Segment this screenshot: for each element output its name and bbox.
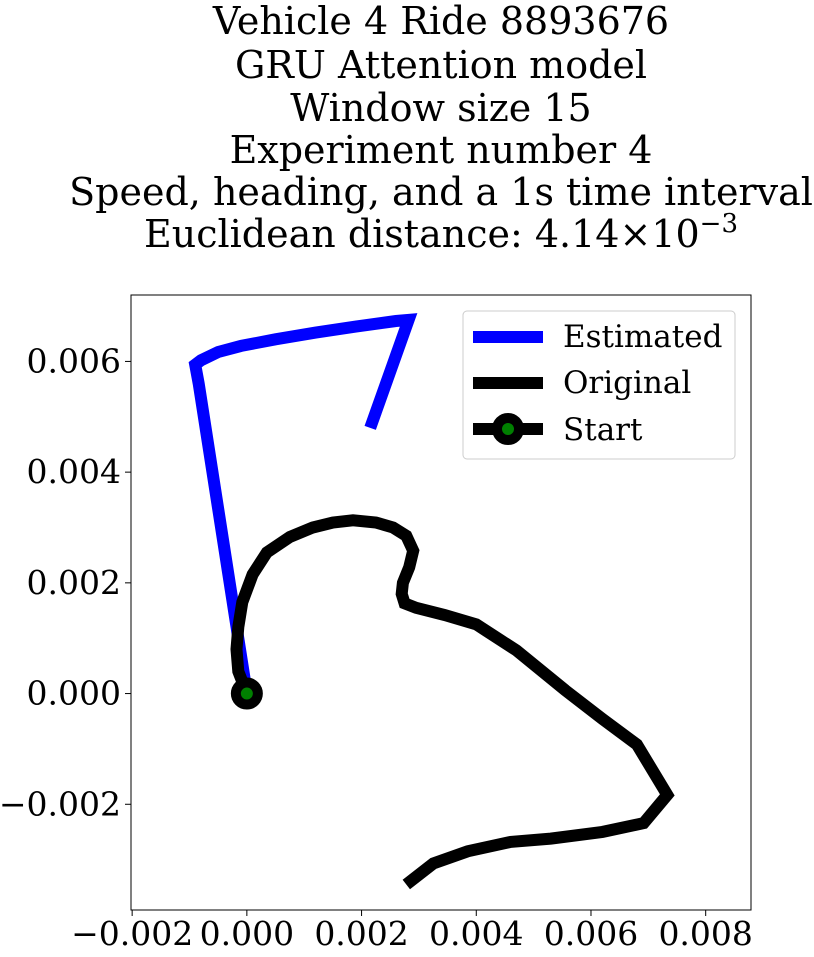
title-line-2: GRU Attention model: [235, 43, 647, 87]
x-axis: −0.002 0.000 0.002 0.004 0.006 0.008: [71, 910, 753, 953]
x-tick-label: 0.006: [544, 914, 638, 953]
x-tick-label: 0.008: [658, 914, 752, 953]
legend-marker-start: [492, 413, 524, 445]
y-tick-label: 0.004: [27, 452, 121, 491]
chart-title: Vehicle 4 Ride 8893676 GRU Attention mod…: [69, 0, 813, 256]
start-marker: [230, 677, 263, 710]
x-tick-label: −0.002: [71, 914, 193, 953]
y-axis: −0.002 0.000 0.002 0.004 0.006: [0, 341, 131, 823]
y-tick-label: 0.006: [27, 341, 121, 380]
distance-base: 10: [651, 212, 699, 256]
y-tick-label: −0.002: [0, 784, 121, 823]
title-line-4: Experiment number 4: [230, 128, 653, 172]
title-line-distance: Euclidean distance: 4.14×10−3: [144, 209, 738, 256]
legend-box: [462, 310, 736, 460]
plot-frame: [130, 294, 752, 911]
legend-label-original: Original: [563, 365, 691, 401]
distance-exponent: −3: [700, 209, 738, 239]
x-tick-label: 0.000: [200, 914, 294, 953]
distance-prefix: Euclidean distance: 4.14: [144, 212, 619, 256]
plot-series: [188, 313, 675, 890]
x-tick-label: 0.004: [429, 914, 523, 953]
series-line-estimated: [188, 313, 418, 695]
title-line-1: Vehicle 4 Ride 8893676: [212, 0, 669, 43]
y-tick-label: 0.002: [27, 563, 121, 602]
legend-label-start: Start: [563, 412, 643, 448]
series-line-original: [230, 514, 675, 890]
legend: Estimated Original Start: [462, 310, 736, 460]
legend-label-estimated: Estimated: [563, 319, 722, 355]
title-line-5: Speed, heading, and a 1s time interval: [69, 170, 813, 214]
distance-times: ×: [619, 212, 651, 256]
x-tick-label: 0.002: [314, 914, 408, 953]
title-line-3: Window size 15: [290, 86, 591, 130]
y-tick-label: 0.000: [27, 674, 121, 713]
